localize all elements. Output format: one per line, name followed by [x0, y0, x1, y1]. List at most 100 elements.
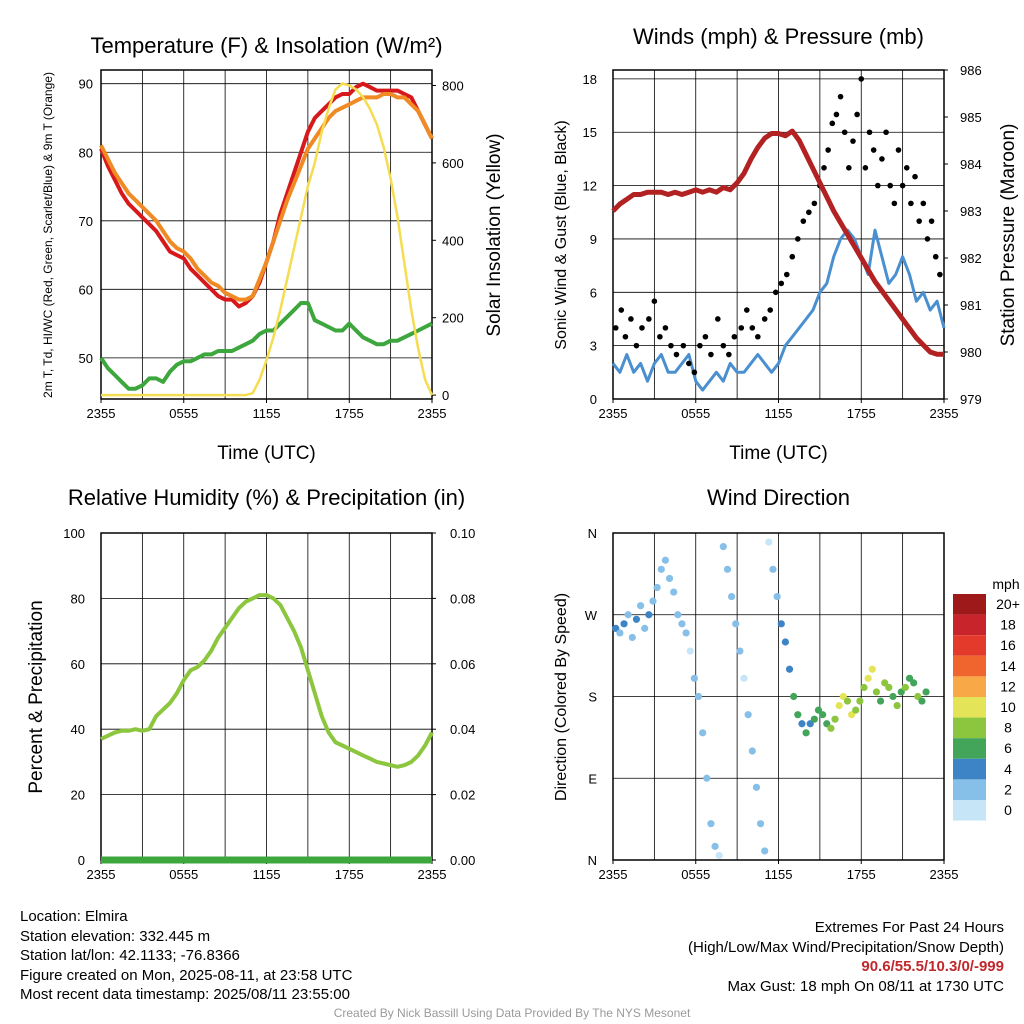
direction-point: [723, 565, 732, 573]
gust-point: [708, 351, 714, 358]
direction-point: [897, 688, 905, 696]
extremes-desc: (High/Low/Max Wind/Precipitation/Snow De…: [688, 938, 1004, 956]
y2-tick-label: 0.02: [450, 788, 475, 803]
direction-point: [794, 711, 802, 719]
direction-point: [765, 538, 773, 546]
gust-point: [618, 307, 625, 313]
x-axis-label: Time (UTC): [217, 443, 316, 464]
y2-tick-label: 200: [442, 311, 464, 326]
gust-point: [662, 325, 669, 331]
y-tick-label: 20: [71, 788, 85, 803]
location-text: Location: Elmira: [20, 908, 128, 925]
gust-point: [862, 165, 869, 171]
x-tick-label: 2355: [930, 867, 959, 882]
y2-tick-label: 0: [442, 388, 449, 403]
gust-point: [912, 173, 918, 180]
direction-point: [653, 583, 661, 592]
gust-point: [726, 351, 732, 358]
gust-point: [800, 218, 807, 224]
direction-point: [756, 820, 765, 828]
y2-tick-label: 0.00: [450, 853, 475, 868]
gust-point: [657, 333, 663, 340]
gust-point: [932, 253, 939, 260]
gust-point: [870, 147, 877, 153]
gust-point: [778, 280, 785, 287]
legend-label: 8: [1004, 720, 1012, 736]
series-line-2: [99, 92, 434, 302]
y2-axis-label: Solar Insolation (Yellow): [484, 133, 505, 336]
legend-label: 20+: [996, 596, 1020, 612]
gust-point: [899, 182, 906, 189]
gust-point: [895, 147, 902, 153]
direction-point: [661, 556, 670, 564]
gust-point: [916, 218, 922, 224]
created-text: Figure created on Mon, 2025-08-11, at 23…: [20, 966, 353, 984]
legend-swatch: [953, 614, 986, 636]
legend-swatch: [953, 635, 986, 656]
direction-point: [806, 720, 814, 728]
y-tick-label: 90: [79, 77, 93, 92]
gust-point: [811, 200, 818, 207]
direction-point: [665, 574, 674, 583]
gust-point: [720, 342, 727, 349]
direction-point: [711, 842, 719, 850]
gust-point: [749, 325, 756, 331]
legend-label: 6: [1004, 740, 1012, 756]
direction-point: [781, 638, 789, 646]
gust-point: [651, 298, 658, 304]
gust-point: [879, 156, 885, 162]
gust-point: [743, 307, 750, 313]
gust-point: [715, 316, 721, 322]
legend-swatch: [953, 676, 986, 697]
y-tick-label: 60: [79, 282, 93, 297]
legend-swatch: [953, 697, 986, 718]
gust-point: [673, 351, 680, 358]
y2-tick-label: 981: [960, 298, 982, 313]
y-tick-label: E: [588, 771, 597, 786]
gust-point: [829, 120, 836, 127]
gust-point: [837, 93, 844, 100]
gust-point: [850, 138, 856, 144]
gust-point: [903, 165, 910, 171]
gust-point: [686, 360, 692, 367]
x-tick-label: 0555: [681, 867, 710, 882]
gust-point: [702, 333, 709, 340]
y-tick-label: 15: [583, 125, 597, 140]
y2-tick-label: 0.06: [450, 657, 475, 672]
direction-point: [864, 674, 872, 682]
direction-point: [901, 683, 909, 692]
direction-point: [852, 706, 860, 714]
direction-point: [810, 715, 818, 723]
direction-point: [922, 688, 930, 696]
y-axis-label: Direction (Colored By Speed): [553, 593, 570, 801]
gust-point: [731, 333, 738, 340]
y-tick-label: 80: [79, 145, 93, 160]
gust-point: [755, 333, 761, 340]
direction-point: [856, 697, 864, 705]
gust-point: [612, 325, 619, 331]
direction-point: [876, 697, 885, 705]
gust-point: [833, 111, 840, 118]
legend-swatch: [953, 594, 986, 615]
y2-axis-label: Station Pressure (Maroon): [998, 124, 1019, 347]
y-tick-label: 0: [78, 853, 85, 868]
gust-point: [908, 200, 914, 207]
gust-point: [920, 200, 927, 207]
gust-point: [772, 289, 779, 296]
gust-point: [738, 325, 745, 331]
direction-point: [628, 633, 636, 642]
latlon-text: Station lat/lon: 42.1133; -76.8366: [20, 947, 240, 964]
direction-point: [885, 683, 893, 692]
direction-point: [657, 565, 665, 573]
y-tick-label: 100: [63, 526, 85, 541]
gust-point: [633, 342, 640, 349]
recent-text: Most recent data timestamp: 2025/08/11 2…: [20, 986, 350, 1003]
series-line-3: [99, 301, 433, 391]
y-tick-label: 50: [79, 351, 93, 366]
y2-tick-label: 600: [442, 156, 464, 171]
direction-point: [802, 729, 810, 737]
y2-tick-label: 986: [960, 63, 982, 78]
gust-point: [761, 316, 768, 322]
y2-tick-label: 0.08: [450, 591, 475, 606]
y-tick-label: 70: [79, 214, 93, 229]
